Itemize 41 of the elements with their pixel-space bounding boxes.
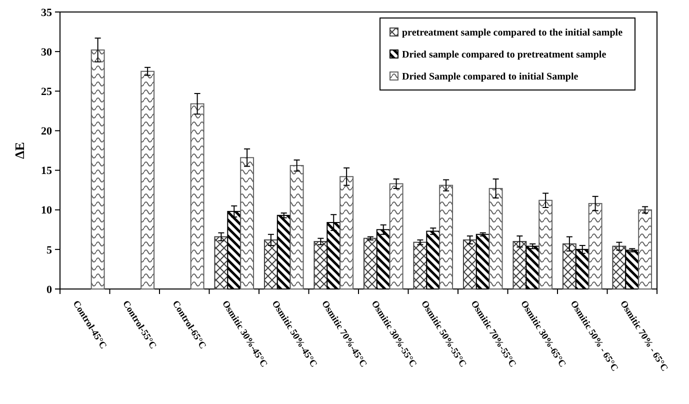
bar (240, 157, 254, 290)
y-tick-label: 0 (46, 284, 52, 296)
y-tick-label: 15 (41, 165, 52, 178)
bar (376, 229, 390, 290)
bar (439, 184, 454, 290)
bar (588, 203, 602, 290)
bar (140, 70, 155, 290)
bar (512, 241, 527, 290)
y-tick-label: 35 (41, 6, 52, 19)
bar (476, 234, 490, 290)
bar (363, 238, 378, 290)
bar (276, 214, 291, 290)
bar (612, 246, 626, 290)
y-tick-label: 10 (41, 204, 52, 217)
bar (625, 250, 640, 290)
bar (264, 239, 278, 290)
bar (214, 236, 228, 290)
bar (314, 241, 328, 290)
legend-label: Dried Sample compared to initial Sample (402, 72, 579, 82)
legend-label: pretreatment sample compared to the initial sample (402, 28, 624, 38)
bar (426, 230, 440, 290)
bar (340, 176, 354, 290)
y-tick-label: 30 (41, 46, 52, 58)
y-tick-label: 5 (46, 244, 52, 256)
bar (90, 49, 105, 290)
bar (190, 103, 204, 290)
y-tick-label: 25 (41, 86, 52, 98)
y-axis-title: ΔE (12, 142, 27, 159)
bar (389, 183, 404, 290)
bar (488, 188, 503, 290)
bar (227, 210, 242, 290)
bar (413, 242, 428, 290)
bar (290, 165, 304, 290)
legend-label: Dried sample compared to pretreatment sample (402, 50, 607, 60)
bar (538, 200, 553, 290)
bar (462, 239, 477, 290)
bar (562, 243, 576, 290)
bar (638, 209, 652, 290)
y-tick-label: 20 (41, 126, 52, 138)
bar (526, 246, 540, 290)
bar (575, 248, 590, 290)
